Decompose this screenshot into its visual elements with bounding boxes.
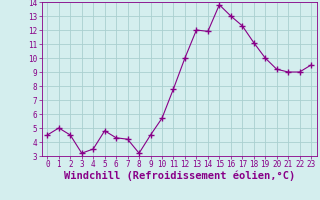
X-axis label: Windchill (Refroidissement éolien,°C): Windchill (Refroidissement éolien,°C): [64, 171, 295, 181]
